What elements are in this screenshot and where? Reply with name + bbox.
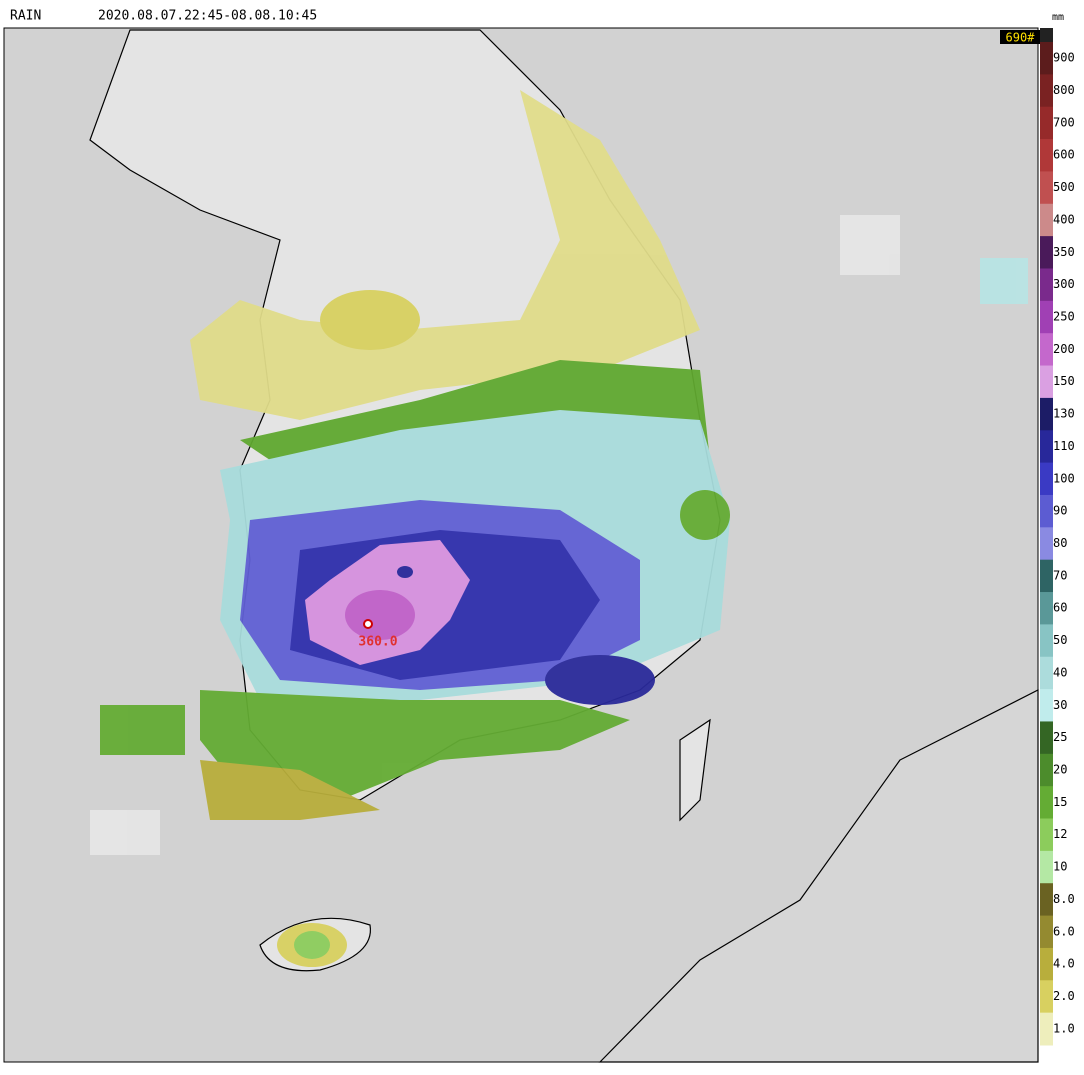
legend-swatch <box>1040 656 1053 690</box>
legend-label: 250 <box>1053 310 1075 324</box>
legend-label: 6.0 <box>1053 924 1075 938</box>
legend-label: 800 <box>1053 83 1075 97</box>
legend-swatch <box>1040 171 1053 205</box>
legend-label: 1.0 <box>1053 1021 1075 1035</box>
legend-label: 4.0 <box>1053 957 1075 971</box>
legend-swatch <box>1040 300 1053 334</box>
legend-swatch <box>1040 1012 1053 1046</box>
legend-swatch <box>1040 786 1053 820</box>
legend-label: 130 <box>1053 407 1075 421</box>
legend-swatch <box>1040 462 1053 496</box>
legend-swatch <box>1040 365 1053 399</box>
legend-label: 70 <box>1053 568 1067 582</box>
legend-label: 200 <box>1053 342 1075 356</box>
max-label: 690# <box>1006 31 1036 45</box>
legend-swatch <box>1040 106 1053 140</box>
legend-label: 15 <box>1053 795 1067 809</box>
legend-swatch <box>1040 624 1053 658</box>
legend-swatch <box>1040 592 1053 625</box>
legend-label: 60 <box>1053 601 1067 615</box>
legend-swatch <box>1040 850 1053 884</box>
legend-swatch <box>1040 753 1053 787</box>
legend-swatch <box>1040 203 1053 237</box>
legend-label: 30 <box>1053 698 1067 712</box>
legend-swatch <box>1040 883 1053 917</box>
legend-swatch <box>1040 139 1053 172</box>
legend-label: 100 <box>1053 471 1075 485</box>
unit-label: mm <box>1052 12 1064 23</box>
legend: 900 800 700 600 500 400 350 300 250 200 150 130 110 1… <box>1040 42 1075 1046</box>
legend-swatch <box>1040 42 1053 75</box>
legend-label: 150 <box>1053 374 1075 388</box>
legend-label: 25 <box>1053 730 1067 744</box>
legend-swatch <box>1040 333 1053 367</box>
legend-label: 10 <box>1053 860 1067 874</box>
max-box <box>1000 30 1040 44</box>
legend-swatch <box>1040 236 1053 269</box>
legend-top <box>1040 28 1053 42</box>
legend-label: 600 <box>1053 148 1075 162</box>
legend-label: 700 <box>1053 115 1075 129</box>
legend-swatch <box>1040 980 1053 1014</box>
legend-swatch <box>1040 818 1053 852</box>
legend-label: 300 <box>1053 277 1075 291</box>
legend-swatch <box>1040 430 1053 464</box>
legend-label: 40 <box>1053 665 1067 679</box>
legend-label: 2.0 <box>1053 989 1075 1003</box>
legend-swatch <box>1040 397 1053 431</box>
legend-swatch <box>1040 74 1053 108</box>
product-label: RAIN <box>10 9 41 24</box>
legend-label: 8.0 <box>1053 892 1075 906</box>
max-value: 360.0 <box>358 635 397 650</box>
legend-swatch <box>1040 527 1053 561</box>
legend-label: 350 <box>1053 245 1075 259</box>
legend-swatch <box>1040 689 1053 722</box>
legend-label: 400 <box>1053 212 1075 226</box>
legend-swatch <box>1040 947 1053 981</box>
legend-swatch <box>1040 721 1053 755</box>
legend-label: 20 <box>1053 762 1067 776</box>
legend-label: 90 <box>1053 504 1067 518</box>
legend-label: 110 <box>1053 439 1075 453</box>
legend-swatch <box>1040 268 1053 302</box>
legend-swatch <box>1040 915 1053 949</box>
period-label: 2020.08.07.22:45-08.08.10:45 <box>98 9 317 24</box>
legend-label: 50 <box>1053 633 1067 647</box>
legend-swatch <box>1040 494 1053 528</box>
legend-label: 12 <box>1053 827 1067 841</box>
legend-label: 900 <box>1053 51 1075 65</box>
legend-label: 500 <box>1053 180 1075 194</box>
legend-label: 80 <box>1053 536 1067 550</box>
max-marker <box>363 619 373 629</box>
rain-field <box>90 90 1028 967</box>
legend-swatch <box>1040 559 1053 593</box>
